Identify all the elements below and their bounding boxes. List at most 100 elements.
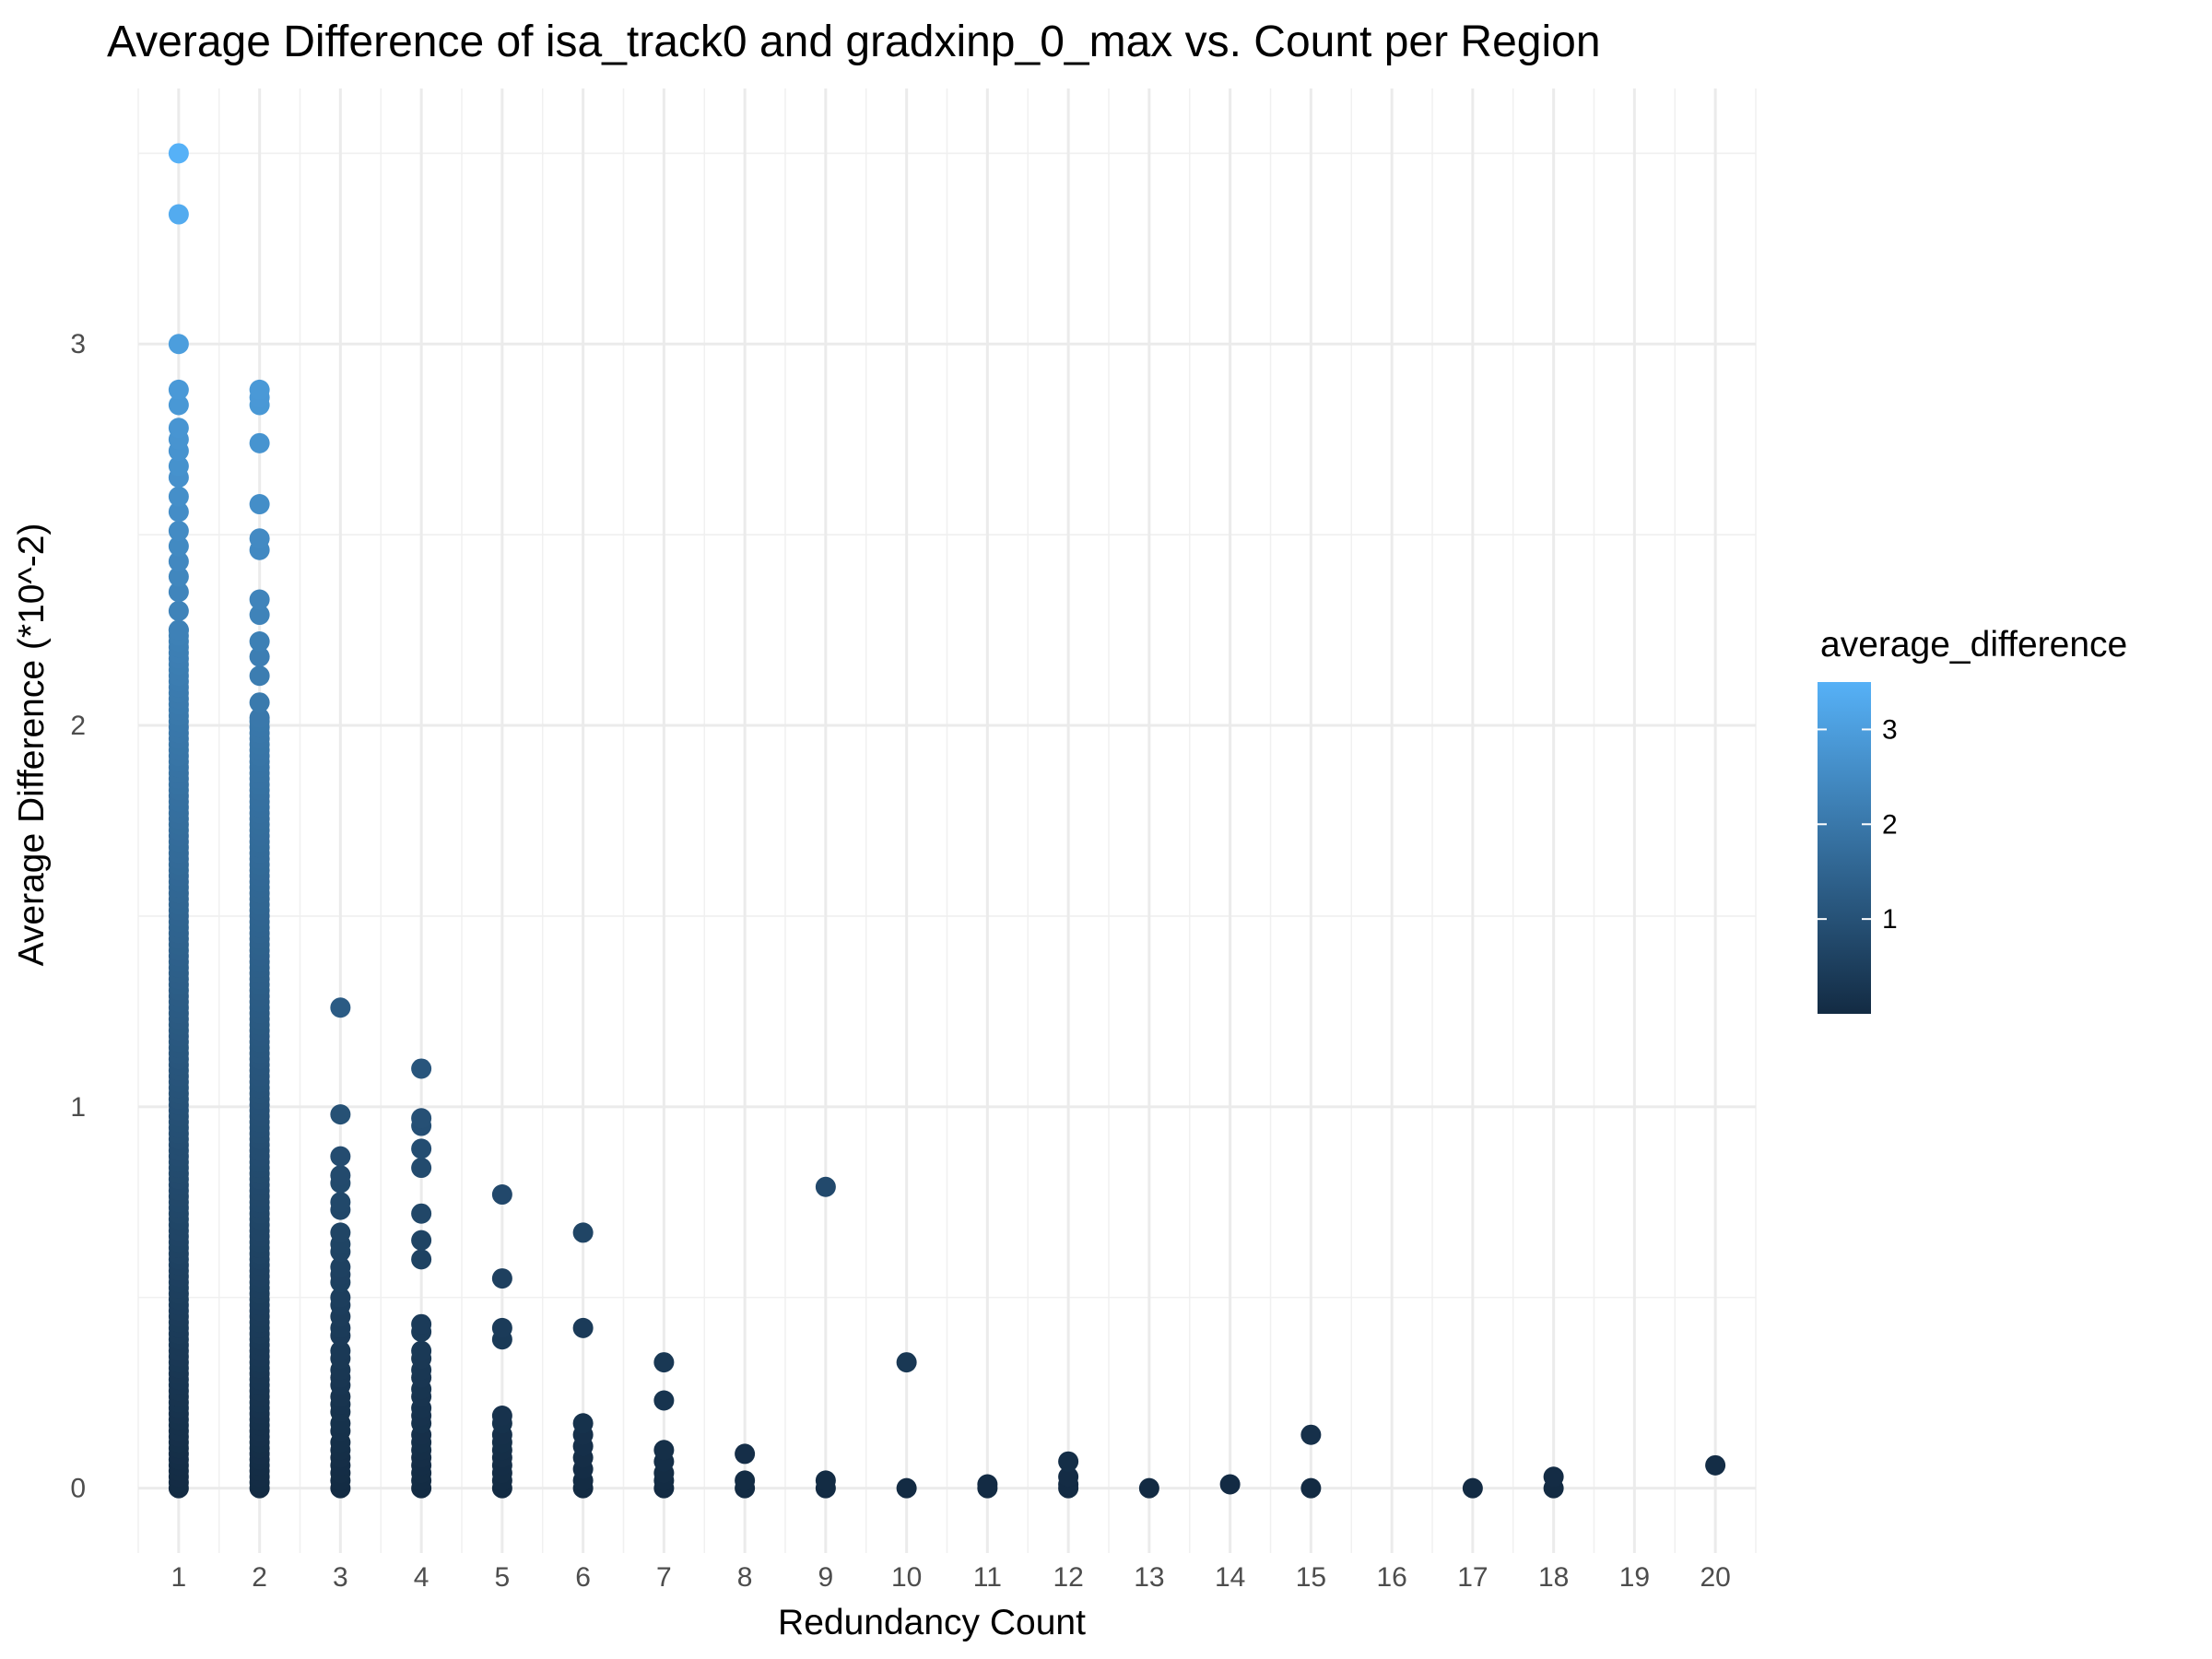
legend-tick-label: 1 (1882, 904, 1898, 935)
data-point (249, 631, 270, 653)
x-tick-label: 18 (1538, 1562, 1569, 1593)
data-point (411, 1203, 432, 1224)
data-point (249, 379, 270, 400)
data-point (249, 432, 270, 453)
x-tick-label: 8 (737, 1562, 753, 1593)
legend-tick-label: 3 (1882, 714, 1898, 745)
data-point (411, 1340, 432, 1361)
data-point (977, 1474, 998, 1495)
data-point (1543, 1466, 1564, 1488)
data-point (168, 334, 189, 355)
data-point (249, 692, 270, 713)
x-tick-label: 6 (575, 1562, 591, 1593)
data-point (330, 1104, 351, 1125)
data-point (491, 1268, 512, 1289)
data-point (168, 582, 189, 603)
data-point (735, 1470, 756, 1491)
data-point (249, 528, 270, 549)
data-point (572, 1222, 594, 1243)
data-point (896, 1477, 917, 1499)
data-point (1058, 1466, 1079, 1488)
data-point (491, 1317, 512, 1338)
y-axis-ticks: 0 1 2 3 (70, 329, 86, 1503)
data-point (168, 394, 189, 416)
data-point (411, 1249, 432, 1270)
data-point (330, 997, 351, 1018)
data-point (168, 204, 189, 225)
x-tick-label: 3 (333, 1562, 348, 1593)
data-point (249, 707, 270, 728)
y-tick-label: 2 (70, 711, 86, 741)
x-tick-label: 9 (818, 1562, 834, 1593)
data-point (330, 1340, 351, 1361)
x-tick-label: 11 (973, 1562, 1002, 1593)
data-point (411, 1108, 432, 1129)
data-point (168, 486, 189, 507)
data-point (653, 1440, 675, 1461)
data-point (572, 1413, 594, 1434)
data-point (330, 1287, 351, 1308)
x-tick-label: 12 (1053, 1562, 1083, 1593)
x-tick-label: 17 (1457, 1562, 1488, 1593)
x-tick-label: 4 (414, 1562, 429, 1593)
data-point (330, 1165, 351, 1186)
y-tick-label: 1 (70, 1092, 86, 1123)
data-point (168, 551, 189, 572)
data-point (491, 1184, 512, 1206)
data-point (168, 619, 189, 641)
data-point (249, 605, 270, 626)
x-tick-label: 15 (1296, 1562, 1326, 1593)
legend-title: average_difference (1820, 625, 2127, 665)
x-tick-label: 1 (171, 1562, 187, 1593)
data-point (411, 1138, 432, 1159)
legend-ticks: 1 2 3 (1818, 714, 1898, 935)
data-point (411, 1230, 432, 1251)
data-point (411, 1313, 432, 1335)
data-point (249, 494, 270, 515)
data-point (168, 501, 189, 523)
data-point (815, 1176, 836, 1197)
x-tick-label: 13 (1134, 1562, 1164, 1593)
y-axis-title: Average Difference (*10^-2) (12, 524, 52, 967)
data-point (330, 1222, 351, 1243)
chart-title: Average Difference of isa_track0 and gra… (107, 18, 1601, 66)
x-axis-ticks: 1 2 3 4 5 6 7 8 9 10 11 12 13 14 15 16 17 18 19 20 (171, 1562, 1731, 1593)
x-tick-label: 20 (1700, 1562, 1730, 1593)
x-tick-label: 5 (495, 1562, 511, 1593)
data-point (653, 1352, 675, 1373)
data-point (249, 589, 270, 610)
legend-colorbar (1818, 682, 1871, 1014)
data-point (249, 665, 270, 687)
data-point (168, 600, 189, 621)
data-point (168, 566, 189, 587)
data-point (815, 1470, 836, 1491)
data-point (896, 1352, 917, 1373)
data-point (1300, 1477, 1322, 1499)
x-tick-label: 16 (1376, 1562, 1406, 1593)
data-point (249, 646, 270, 667)
data-point (168, 535, 189, 557)
data-point (330, 1146, 351, 1167)
data-point (735, 1443, 756, 1465)
data-point (1300, 1424, 1322, 1445)
data-point (411, 1158, 432, 1179)
x-axis-title: Redundancy Count (778, 1603, 1086, 1642)
x-tick-label: 19 (1619, 1562, 1650, 1593)
data-point (653, 1390, 675, 1411)
data-point (1219, 1474, 1241, 1495)
data-point (411, 1058, 432, 1079)
minor-gridlines (137, 88, 1757, 1553)
x-tick-label: 7 (656, 1562, 672, 1593)
data-point (1138, 1477, 1159, 1499)
data-point (491, 1406, 512, 1427)
data-point (330, 1256, 351, 1277)
data-point (572, 1317, 594, 1338)
x-tick-label: 2 (252, 1562, 267, 1593)
data-point (168, 418, 189, 439)
data-point (1705, 1454, 1726, 1476)
y-tick-label: 3 (70, 329, 86, 359)
data-point (168, 455, 189, 477)
data-point (168, 379, 189, 400)
legend-tick-label: 2 (1882, 809, 1898, 840)
